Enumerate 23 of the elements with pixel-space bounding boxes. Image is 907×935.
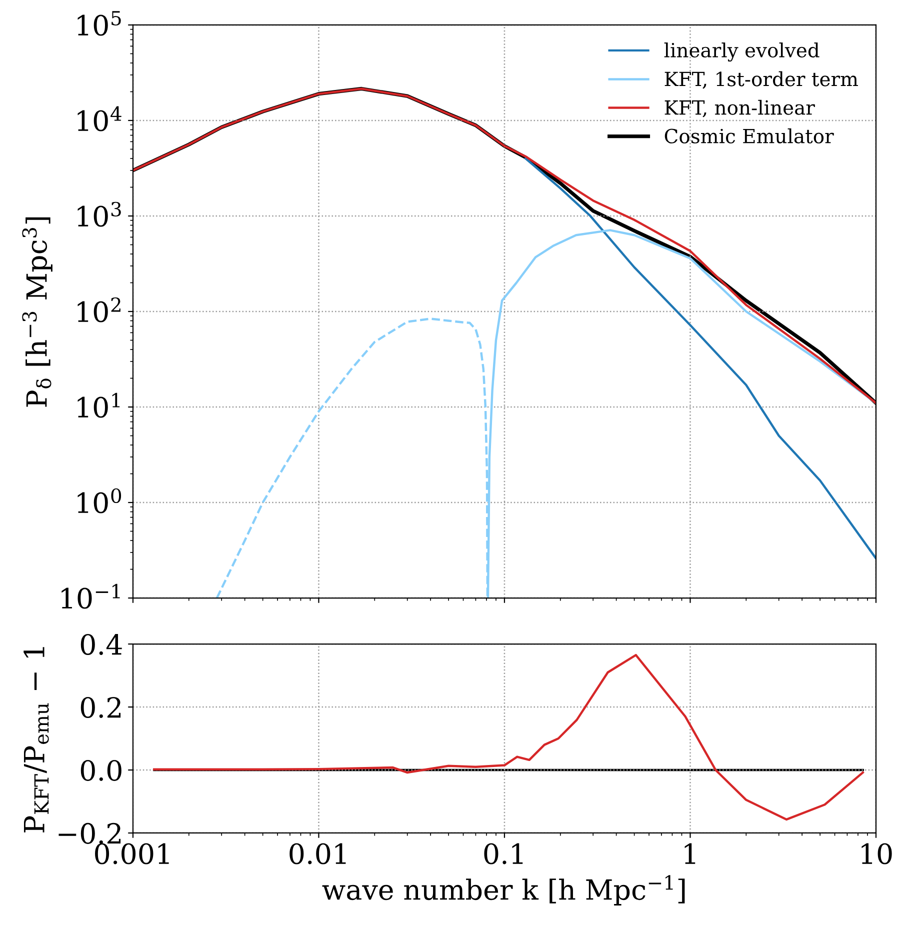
legend-label: KFT, non-linear [664, 100, 815, 118]
y-tick-label: 10$^{1}$ [78, 392, 120, 418]
x-tick-label: 10 [862, 843, 892, 864]
x-tick-label: 0.01 [290, 843, 346, 864]
legend-label: linearly evolved [664, 42, 820, 62]
y-tick-label: 0.2 [80, 696, 121, 718]
x-tick-label: 0.001 [95, 843, 169, 864]
legend-label: Cosmic Emulator [664, 128, 834, 144]
y-tick-label: 10$^{2}$ [78, 297, 120, 322]
x-axis-title: wave number k [h Mpc$^{−1}$] [322, 875, 685, 906]
y-tick-label: 10$^{5}$ [78, 11, 121, 36]
y-tick-label: 10$^{0}$ [78, 488, 122, 514]
y-tick-label: 10$^{3}$ [78, 202, 121, 227]
y-tick-label: −0.2 [58, 822, 121, 844]
legend-label: KFT, 1st-order term [664, 71, 858, 89]
y-axis-title: P$_{δ}$ [h$^{−3}$ Mpc$^{3}$] [22, 217, 52, 407]
y-tick-label: 0.0 [80, 760, 122, 781]
y-tick-label: 10$^{−1}$ [62, 584, 120, 609]
x-tick-label: 1 [684, 843, 696, 864]
x-tick-label: 0.1 [484, 843, 523, 864]
y-tick-label: 10$^{4}$ [78, 106, 122, 132]
y-axis-title: P$_{KFT}$/P$_{emu}$ − 1 [24, 647, 49, 832]
y-tick-label: 0.4 [80, 634, 122, 655]
